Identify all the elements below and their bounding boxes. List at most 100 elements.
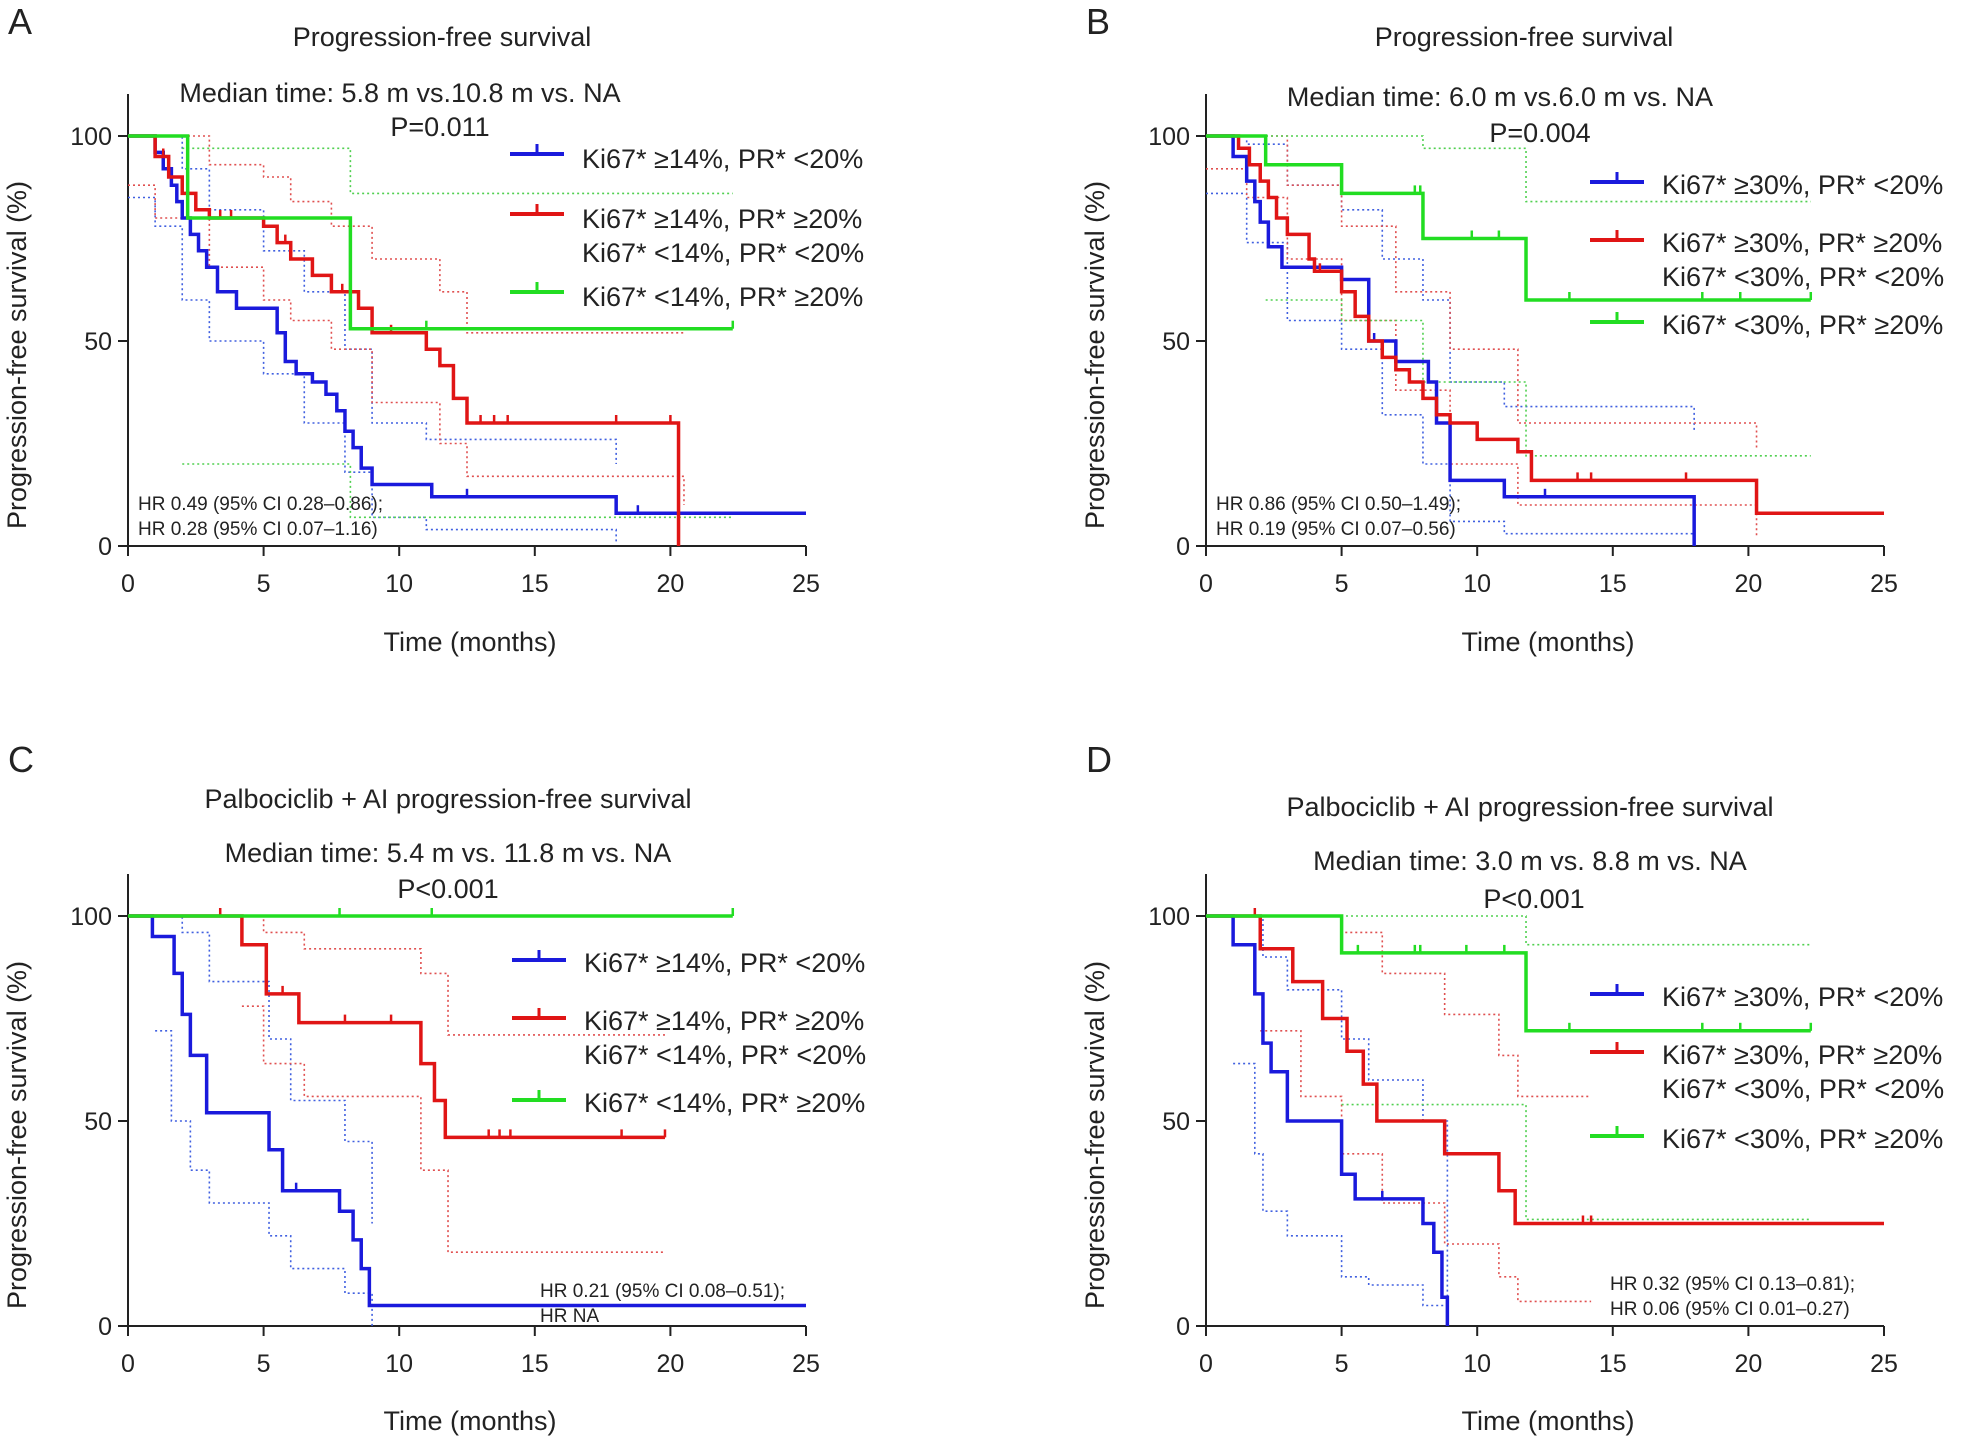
y-axis-label: Progression-free survival (%) — [1080, 961, 1110, 1309]
survival-curve-1 — [128, 134, 806, 515]
hr-text-2: HR 0.06 (95% CI 0.01–0.27) — [1610, 1299, 1850, 1320]
plot-axes: 0 5 10 15 20 25 0 50 100 — [70, 94, 820, 598]
x-tick-label: 0 — [121, 570, 135, 598]
hr-text-1: HR 0.86 (95% CI 0.50–1.49); — [1216, 494, 1461, 515]
p-value: P<0.001 — [1483, 884, 1584, 914]
ci-lower-line-2 — [1260, 1030, 1592, 1303]
x-tick-label: 15 — [521, 570, 549, 598]
p-value: P<0.001 — [397, 874, 498, 904]
x-axis-label: Time (months) — [383, 627, 556, 657]
hr-text-2: HR 0.19 (95% CI 0.07–0.56) — [1216, 519, 1456, 540]
survival-curve-1 — [128, 914, 806, 1308]
hr-text-1: HR 0.49 (95% CI 0.28–0.86); — [138, 494, 383, 515]
panel-c: C Palbociclib + AI progression-free surv… — [2, 739, 866, 1436]
x-tick-label: 5 — [1335, 1350, 1349, 1378]
x-tick-label: 25 — [792, 1350, 820, 1378]
x-tick-label: 0 — [1199, 570, 1213, 598]
x-tick-label: 0 — [1199, 1350, 1213, 1378]
survival-curve-2 — [128, 914, 665, 1140]
panel-a: A Progression-free survival Median time:… — [2, 1, 864, 657]
survival-curve-3 — [1206, 914, 1811, 1033]
plot-axes: 0 5 10 15 20 25 0 50 100 — [70, 874, 820, 1378]
y-axis-label: Progression-free survival (%) — [2, 961, 32, 1309]
x-tick-label: 20 — [656, 1350, 684, 1378]
y-tick-label: 100 — [70, 123, 112, 151]
x-tick-label: 25 — [1870, 570, 1898, 598]
panel-label: A — [8, 1, 32, 42]
median-annotation: Median time: 5.4 m vs. 11.8 m vs. NA — [225, 838, 672, 868]
x-tick-label: 15 — [521, 1350, 549, 1378]
chart-title: Palbociclib + AI progression-free surviv… — [1287, 792, 1774, 822]
y-tick-label: 0 — [98, 1313, 112, 1341]
legend-label-2b: Ki67* <30%, PR* <20% — [1662, 1074, 1944, 1104]
survival-curve-1 — [1206, 914, 1450, 1326]
panel-label: B — [1086, 1, 1110, 42]
panel-label: D — [1086, 739, 1112, 780]
legend-label-2b: Ki67* <30%, PR* <20% — [1662, 262, 1944, 292]
ci-upper-line-2 — [1246, 915, 1592, 1098]
x-tick-label: 5 — [1335, 570, 1349, 598]
median-annotation: Median time: 5.8 m vs.10.8 m vs. NA — [179, 78, 620, 108]
y-tick-label: 0 — [1176, 1313, 1190, 1341]
median-annotation: Median time: 3.0 m vs. 8.8 m vs. NA — [1313, 846, 1747, 876]
ci-upper-line-2 — [128, 135, 684, 334]
legend-label-2: Ki67* ≥14%, PR* ≥20% — [584, 1006, 864, 1036]
y-tick-label: 100 — [70, 903, 112, 931]
survival-curve-3 — [1206, 134, 1811, 302]
hr-text-1: HR 0.32 (95% CI 0.13–0.81); — [1610, 1274, 1855, 1295]
hr-text-2: HR NA — [540, 1306, 599, 1327]
legend-label-1: Ki67* ≥30%, PR* <20% — [1662, 982, 1943, 1012]
ci-upper-line-3 — [1206, 135, 1811, 203]
x-tick-label: 20 — [1734, 1350, 1762, 1378]
legend-label-3: Ki67* <14%, PR* ≥20% — [582, 282, 863, 312]
panel-label: C — [8, 739, 34, 780]
ci-upper-line-1 — [1206, 135, 1695, 432]
legend-label-3: Ki67* <30%, PR* ≥20% — [1662, 310, 1943, 340]
x-tick-label: 10 — [385, 570, 413, 598]
panel-b: B Progression-free survival Median time:… — [1080, 1, 1944, 657]
x-tick-label: 0 — [121, 1350, 135, 1378]
legend-label-3: Ki67* <30%, PR* ≥20% — [1662, 1124, 1943, 1154]
survival-curve-2 — [1206, 134, 1884, 515]
x-tick-label: 20 — [656, 570, 684, 598]
ci-upper-line-3 — [1206, 915, 1811, 946]
y-tick-label: 0 — [98, 533, 112, 561]
y-axis-label: Progression-free survival (%) — [2, 181, 32, 529]
ci-lower-line-1 — [155, 1030, 373, 1326]
chart-title: Progression-free survival — [293, 22, 592, 52]
ci-upper-line-3 — [182, 147, 733, 195]
y-tick-label: 50 — [1162, 328, 1190, 356]
plot-axes: 0 5 10 15 20 25 0 50 100 — [1148, 94, 1898, 598]
legend-label-2: Ki67* ≥30%, PR* ≥20% — [1662, 1040, 1942, 1070]
y-tick-label: 100 — [1148, 903, 1190, 931]
x-tick-label: 5 — [257, 570, 271, 598]
legend-label-1: Ki67* ≥30%, PR* <20% — [1662, 170, 1943, 200]
p-value: P=0.011 — [390, 112, 489, 142]
legend-label-2: Ki67* ≥30%, PR* ≥20% — [1662, 228, 1942, 258]
chart-title: Progression-free survival — [1375, 22, 1674, 52]
x-tick-label: 20 — [1734, 570, 1762, 598]
panel-d: D Palbociclib + AI progression-free surv… — [1080, 739, 1944, 1436]
x-axis-label: Time (months) — [1461, 1406, 1634, 1436]
x-tick-label: 10 — [1463, 1350, 1491, 1378]
x-tick-label: 5 — [257, 1350, 271, 1378]
survival-curve-3 — [128, 134, 733, 331]
survival-curve-1 — [1206, 134, 1696, 546]
y-tick-label: 50 — [84, 328, 112, 356]
y-tick-label: 100 — [1148, 123, 1190, 151]
ci-lower-line-1 — [1233, 1062, 1449, 1326]
legend-label-2b: Ki67* <14%, PR* <20% — [584, 1040, 866, 1070]
hr-text-2: HR 0.28 (95% CI 0.07–1.16) — [138, 519, 378, 540]
legend-label-1: Ki67* ≥14%, PR* <20% — [582, 144, 863, 174]
y-axis-label: Progression-free survival (%) — [1080, 181, 1110, 529]
x-tick-label: 10 — [385, 1350, 413, 1378]
legend-label-2b: Ki67* <14%, PR* <20% — [582, 238, 864, 268]
survival-curve-2 — [128, 134, 681, 546]
y-tick-label: 50 — [84, 1108, 112, 1136]
legend-label-1: Ki67* ≥14%, PR* <20% — [584, 948, 865, 978]
median-annotation: Median time: 6.0 m vs.6.0 m vs. NA — [1287, 82, 1713, 112]
x-axis-label: Time (months) — [383, 1406, 556, 1436]
x-tick-label: 10 — [1463, 570, 1491, 598]
chart-title: Palbociclib + AI progression-free surviv… — [205, 784, 692, 814]
